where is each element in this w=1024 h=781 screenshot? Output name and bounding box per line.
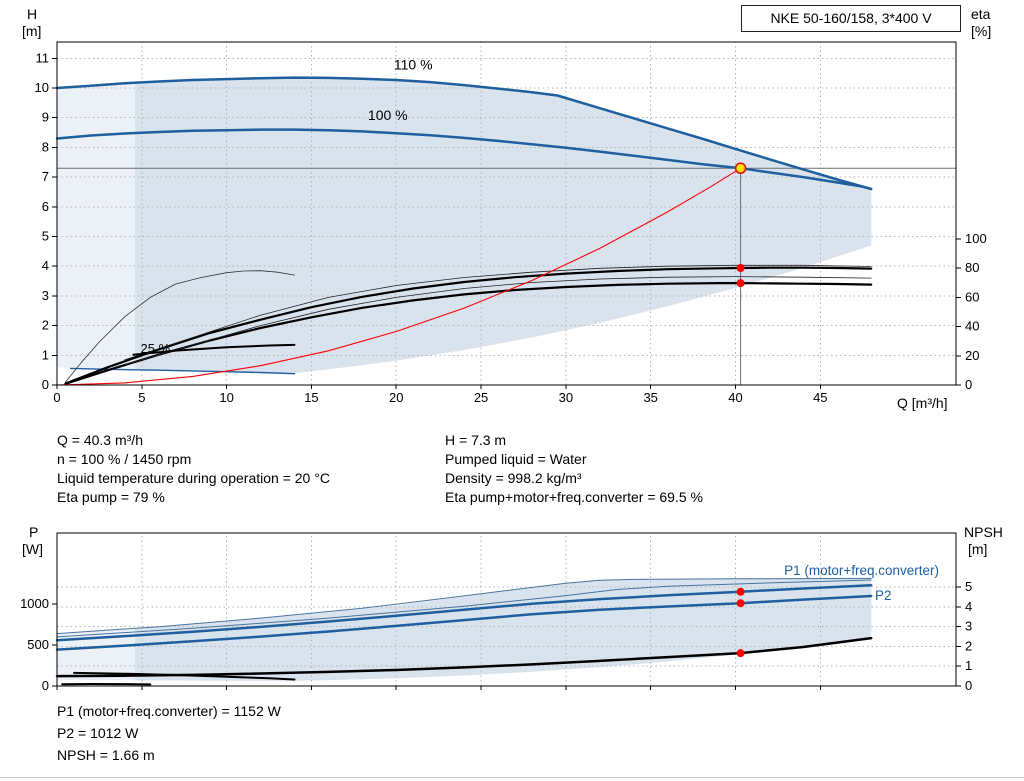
duty-info-right: H = 7.3 m Pumped liquid = Water Density … bbox=[445, 431, 703, 507]
eta-total-curve bbox=[64, 282, 873, 385]
y-right-tick-label: 0 bbox=[965, 678, 972, 693]
info-line-p1: P1 (motor+freq.converter) = 1152 W bbox=[57, 703, 281, 719]
eta-pump-curve bbox=[64, 266, 873, 385]
y-left-tick-label: 10 bbox=[35, 80, 49, 95]
y-left-tick-label: 7 bbox=[42, 169, 49, 184]
envelope-dark bbox=[135, 77, 872, 374]
label-100-percent: 100 % bbox=[368, 107, 408, 123]
npsh-point bbox=[736, 649, 745, 658]
y-right-tick-label: 100 bbox=[965, 231, 987, 246]
info-line-liquid: Pumped liquid = Water bbox=[445, 451, 587, 467]
y-right-tick-label: 0 bbox=[965, 377, 972, 392]
y-left-tick-label: 0 bbox=[42, 377, 49, 392]
x-tick-label: 45 bbox=[813, 390, 827, 405]
speed-curve-110 bbox=[55, 76, 873, 191]
label-p1: P1 (motor+freq.converter) bbox=[784, 563, 939, 578]
eta-25-curve bbox=[132, 343, 296, 356]
eta-band-line-2 bbox=[124, 276, 872, 366]
plot-frame bbox=[56, 532, 957, 687]
h-axis-unit: [m] bbox=[22, 23, 42, 39]
y-right-tick-label: 80 bbox=[965, 260, 979, 275]
y-left-tick-label: 4 bbox=[42, 258, 49, 273]
q-axis-label: Q [m³/h] bbox=[897, 395, 948, 411]
info-line-npsh: NPSH = 1.66 m bbox=[57, 747, 155, 763]
y-left-tick-label: 9 bbox=[42, 110, 49, 125]
info-line-speed: n = 100 % / 1450 rpm bbox=[57, 451, 192, 467]
h-axis-label: H bbox=[27, 6, 38, 22]
info-line-eta-total: Eta pump+motor+freq.converter = 69.5 % bbox=[445, 489, 703, 505]
duty-info-left: Q = 40.3 m³/h n = 100 % / 1450 rpm Liqui… bbox=[57, 431, 330, 507]
y-left-tick-label: 500 bbox=[27, 637, 49, 652]
plot-frame bbox=[56, 41, 957, 386]
y-left-tick-label: 8 bbox=[42, 139, 49, 154]
eta-band-line-1 bbox=[124, 264, 872, 361]
y-right-tick-label: 1 bbox=[965, 658, 972, 673]
y-left-tick-label: 0 bbox=[42, 678, 49, 693]
info-line-q: Q = 40.3 m³/h bbox=[57, 432, 143, 448]
y-right-tick-label: 5 bbox=[965, 579, 972, 594]
npsh-axis-unit: [m] bbox=[968, 541, 988, 557]
label-p2: P2 bbox=[875, 588, 892, 603]
label-110-percent: 110 % bbox=[394, 57, 433, 73]
x-tick-label: 0 bbox=[53, 390, 60, 405]
p-axis-label: P bbox=[29, 524, 39, 540]
p1-band-mid bbox=[56, 579, 872, 638]
bottom-divider bbox=[0, 777, 1024, 778]
npsh-axis-label: NPSH bbox=[964, 524, 1003, 540]
y-right-tick-label: 40 bbox=[965, 319, 979, 334]
x-tick-label: 5 bbox=[138, 390, 145, 405]
info-line-h: H = 7.3 m bbox=[445, 432, 507, 448]
info-line-density: Density = 998.2 kg/m³ bbox=[445, 470, 582, 486]
p1-point bbox=[736, 587, 745, 596]
x-tick-label: 20 bbox=[389, 390, 403, 405]
x-tick-label: 25 bbox=[474, 390, 488, 405]
info-line-temperature: Liquid temperature during operation = 20… bbox=[57, 470, 330, 486]
x-tick-label: 40 bbox=[728, 390, 742, 405]
eta-reduced-speed-curve bbox=[65, 270, 295, 383]
x-tick-label: 30 bbox=[559, 390, 573, 405]
y-left-tick-label: 2 bbox=[42, 318, 49, 333]
info-line-p2: P2 = 1012 W bbox=[57, 725, 139, 741]
y-left-tick-label: 1000 bbox=[20, 596, 49, 611]
y-left-tick-label: 11 bbox=[36, 50, 50, 65]
system-curve bbox=[56, 167, 742, 386]
y-left-tick-label: 5 bbox=[42, 229, 49, 244]
y-right-tick-label: 20 bbox=[965, 348, 979, 363]
pump-title-box: NKE 50-160/158, 3*400 V bbox=[741, 5, 961, 32]
power-info: P1 (motor+freq.converter) = 1152 W P2 = … bbox=[57, 700, 281, 766]
info-line-eta-pump: Eta pump = 79 % bbox=[57, 489, 165, 505]
eta-pump-point bbox=[736, 263, 745, 272]
duty-point bbox=[734, 162, 747, 175]
y-right-tick-label: 4 bbox=[965, 599, 972, 614]
y-right-tick-label: 2 bbox=[965, 638, 972, 653]
y-left-tick-label: 3 bbox=[42, 288, 49, 303]
eta-axis-unit: [%] bbox=[971, 23, 992, 39]
x-tick-label: 15 bbox=[304, 390, 318, 405]
y-left-tick-label: 1 bbox=[42, 347, 49, 362]
eta-total-point bbox=[736, 279, 745, 288]
eta-axis-label: eta bbox=[971, 6, 991, 22]
p1-band-top bbox=[56, 577, 872, 635]
p-axis-unit: [W] bbox=[22, 541, 43, 557]
p2-point bbox=[736, 599, 745, 608]
y-right-tick-label: 60 bbox=[965, 289, 979, 304]
y-right-tick-label: 3 bbox=[965, 619, 972, 634]
x-tick-label: 35 bbox=[643, 390, 657, 405]
y-left-tick-label: 6 bbox=[42, 199, 49, 214]
x-tick-label: 10 bbox=[219, 390, 233, 405]
label-25-percent: 25 % bbox=[141, 341, 171, 356]
